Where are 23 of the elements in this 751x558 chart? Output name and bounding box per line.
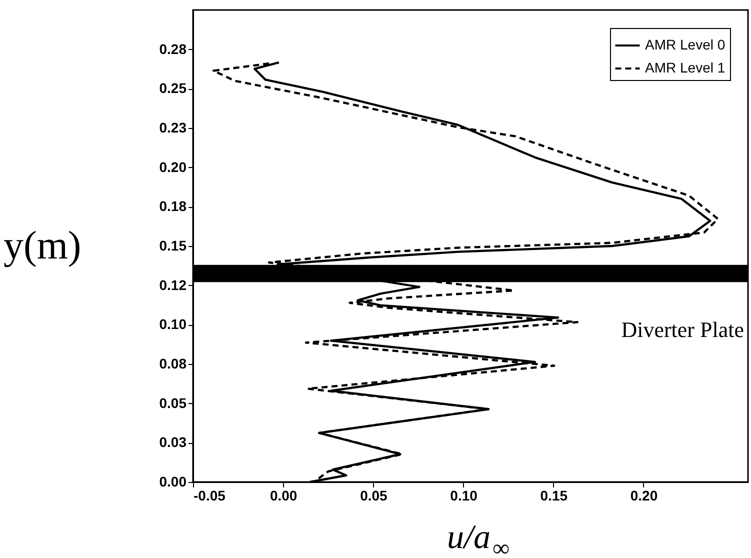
- x-tick-label: 0.05: [360, 488, 388, 504]
- x-axis-title: u/a∞: [447, 519, 510, 558]
- y-tick-label: 0.00: [159, 474, 187, 490]
- y-tick-label: 0.25: [159, 80, 187, 96]
- x-tick-label: 0.15: [540, 488, 568, 504]
- y-tick-label: 0.03: [159, 434, 187, 450]
- legend-label: AMR Level 1: [645, 60, 726, 76]
- y-tick-label: 0.10: [159, 316, 187, 332]
- y-axis-title: y(m): [4, 222, 82, 268]
- band-label: Diverter Plate: [621, 317, 744, 342]
- y-tick-label: 0.28: [159, 40, 187, 57]
- legend-label: AMR Level 0: [645, 36, 726, 52]
- y-tick-label: 0.20: [159, 158, 187, 175]
- y-tick-label: 0.15: [159, 238, 187, 254]
- y-tick-label: 0.12: [159, 276, 187, 293]
- x-tick-label: -0.05: [194, 488, 226, 504]
- x-tick-label: 0.10: [450, 488, 478, 504]
- y-tick-label: 0.18: [159, 198, 187, 214]
- y-tick-label: 0.08: [159, 356, 187, 372]
- y-tick-label: 0.23: [159, 120, 187, 136]
- x-tick-label: 0.00: [270, 488, 298, 504]
- x-tick-label: 0.20: [630, 488, 658, 504]
- y-tick-label: 0.05: [159, 394, 187, 411]
